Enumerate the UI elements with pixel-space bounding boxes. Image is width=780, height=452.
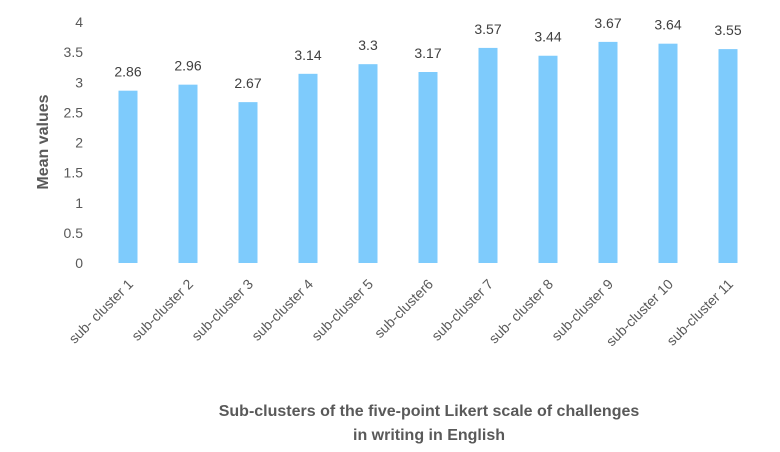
bar <box>178 84 198 263</box>
y-tick-label: 2.5 <box>64 104 84 120</box>
category-label: sub-cluster 3 <box>188 276 256 344</box>
y-tick-label: 1.5 <box>64 165 84 181</box>
y-axis-title: Mean values <box>35 94 52 189</box>
bar-value-label: 3.3 <box>358 37 378 53</box>
y-tick-label: 1 <box>75 195 83 211</box>
bar-value-label: 2.86 <box>114 64 141 80</box>
bar <box>298 73 318 263</box>
bar <box>118 90 138 263</box>
category-label: sub-cluster6 <box>371 276 436 341</box>
bar <box>658 43 678 263</box>
x-axis-title-line-1: Sub-clusters of the five-point Likert sc… <box>219 403 640 420</box>
bar-value-label: 3.14 <box>294 47 321 63</box>
bar-value-label: 3.67 <box>594 15 621 31</box>
bar-value-label: 3.55 <box>714 22 741 38</box>
y-axis-ticks: 0 0.5 1 1.5 2 2.5 3 3.5 4 <box>64 14 84 271</box>
bar <box>718 49 738 263</box>
bar <box>538 55 558 263</box>
bar <box>598 41 618 263</box>
bar-value-label: 3.44 <box>534 29 561 45</box>
category-label: sub-cluster 4 <box>248 276 316 344</box>
bar-value-label: 3.17 <box>414 45 441 61</box>
bar-value-label: 2.96 <box>174 58 201 74</box>
bars-group <box>118 41 738 263</box>
bar <box>238 102 258 263</box>
x-axis-title-line-2: in writing in English <box>353 427 505 444</box>
bar <box>478 47 498 263</box>
bar <box>358 64 378 263</box>
bar-value-label: 3.57 <box>474 21 501 37</box>
data-labels-group: 2.86 2.96 2.67 3.14 3.3 3.17 3.57 3.44 3.67 3.64 3… <box>114 15 741 91</box>
y-tick-label: 0.5 <box>64 225 84 241</box>
bar <box>418 72 438 263</box>
category-label: sub-cluster 5 <box>308 276 376 344</box>
category-label: sub- cluster 8 <box>485 276 556 347</box>
y-tick-label: 4 <box>75 14 83 30</box>
y-tick-label: 3.5 <box>64 44 84 60</box>
y-tick-label: 2 <box>75 135 83 151</box>
y-tick-label: 0 <box>75 255 83 271</box>
category-label: sub- cluster 1 <box>65 276 136 347</box>
y-tick-label: 3 <box>75 74 83 90</box>
bar-value-label: 3.64 <box>654 17 681 33</box>
category-label: sub-cluster 2 <box>128 276 196 344</box>
bar-value-label: 2.67 <box>234 75 261 91</box>
